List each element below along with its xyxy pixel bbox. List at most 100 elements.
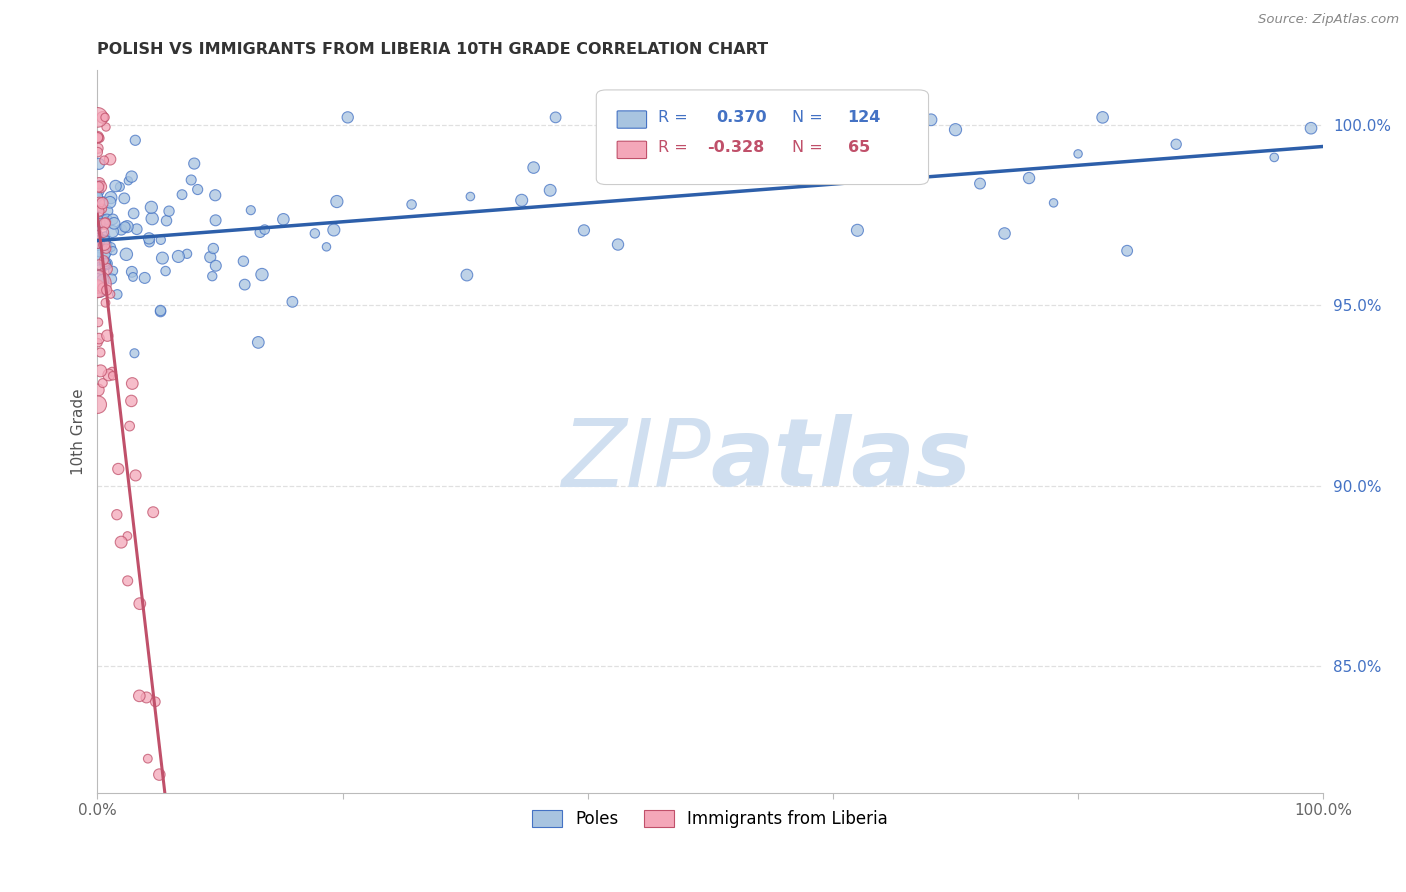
Point — [149, 233, 172, 247]
Text: R =: R = — [658, 110, 688, 125]
Point — [104, 179, 127, 194]
Point — [607, 237, 630, 252]
Point — [125, 222, 148, 236]
Point — [138, 235, 160, 249]
Point — [143, 695, 166, 709]
Point — [91, 196, 114, 211]
Point — [100, 191, 122, 205]
Point — [233, 277, 256, 292]
Point — [87, 212, 110, 227]
Point — [87, 130, 110, 145]
Point — [322, 223, 344, 237]
Point — [87, 315, 110, 329]
Point — [183, 156, 205, 170]
Point — [304, 227, 326, 241]
Point — [122, 206, 145, 220]
Point — [90, 216, 112, 230]
Point — [87, 278, 110, 293]
Point — [1299, 121, 1322, 136]
Point — [993, 227, 1015, 241]
Point — [94, 295, 117, 310]
Point — [86, 200, 108, 214]
Point — [87, 277, 110, 291]
Point — [86, 250, 108, 264]
Point — [91, 202, 114, 216]
Point — [87, 235, 110, 249]
Point — [94, 217, 117, 231]
Point — [96, 262, 118, 277]
Point — [121, 169, 143, 184]
Point — [1166, 137, 1188, 152]
Point — [101, 225, 124, 239]
Text: 124: 124 — [848, 110, 882, 125]
Point — [87, 227, 110, 242]
Point — [90, 268, 112, 282]
Point — [87, 111, 110, 125]
Point — [87, 237, 110, 252]
Point — [91, 111, 114, 125]
Point — [120, 393, 142, 408]
Point — [134, 271, 156, 285]
Point — [249, 225, 271, 239]
Point — [135, 690, 157, 705]
Point — [87, 157, 110, 171]
Point — [460, 189, 482, 203]
Point — [87, 286, 110, 301]
Point — [89, 185, 111, 199]
Point — [103, 216, 125, 230]
Point — [87, 277, 110, 292]
Point — [91, 280, 114, 294]
Point — [86, 238, 108, 252]
Point — [97, 368, 120, 382]
Point — [105, 287, 128, 301]
Text: POLISH VS IMMIGRANTS FROM LIBERIA 10TH GRADE CORRELATION CHART: POLISH VS IMMIGRANTS FROM LIBERIA 10TH G… — [97, 42, 769, 57]
Point — [1067, 147, 1090, 161]
Point — [118, 419, 141, 434]
Point — [94, 257, 117, 271]
Point — [124, 133, 146, 147]
Point — [115, 219, 138, 234]
Point — [107, 462, 129, 476]
Point — [90, 364, 112, 378]
Point — [250, 268, 273, 282]
Point — [149, 304, 172, 318]
Point — [87, 131, 110, 145]
Point — [93, 234, 115, 248]
Text: R =: R = — [658, 140, 688, 155]
Text: 0.370: 0.370 — [717, 110, 768, 125]
Point — [86, 271, 108, 285]
Point — [87, 235, 110, 249]
Point — [87, 332, 110, 346]
Point — [94, 229, 117, 244]
Point — [87, 130, 110, 145]
Point — [91, 213, 114, 227]
Point — [846, 223, 869, 237]
Text: Source: ZipAtlas.com: Source: ZipAtlas.com — [1258, 13, 1399, 27]
Point — [201, 269, 224, 284]
Point — [94, 255, 117, 269]
Point — [152, 251, 174, 265]
Point — [117, 574, 139, 588]
Point — [200, 250, 222, 264]
Point — [187, 182, 209, 196]
Point — [98, 195, 121, 210]
Text: N =: N = — [793, 110, 823, 125]
Point — [157, 204, 180, 219]
Point — [87, 335, 110, 350]
Point — [456, 268, 478, 282]
Text: 65: 65 — [848, 140, 870, 155]
Point — [326, 194, 349, 209]
Point — [110, 535, 132, 549]
Point — [105, 508, 128, 522]
Point — [136, 752, 159, 766]
Point — [91, 376, 114, 390]
Point — [202, 242, 225, 256]
Point — [101, 244, 124, 258]
Point — [155, 264, 177, 278]
Point — [510, 194, 533, 208]
FancyBboxPatch shape — [617, 111, 647, 128]
Text: atlas: atlas — [710, 415, 972, 507]
Point — [87, 190, 110, 204]
Point — [1091, 111, 1114, 125]
Point — [112, 191, 135, 205]
